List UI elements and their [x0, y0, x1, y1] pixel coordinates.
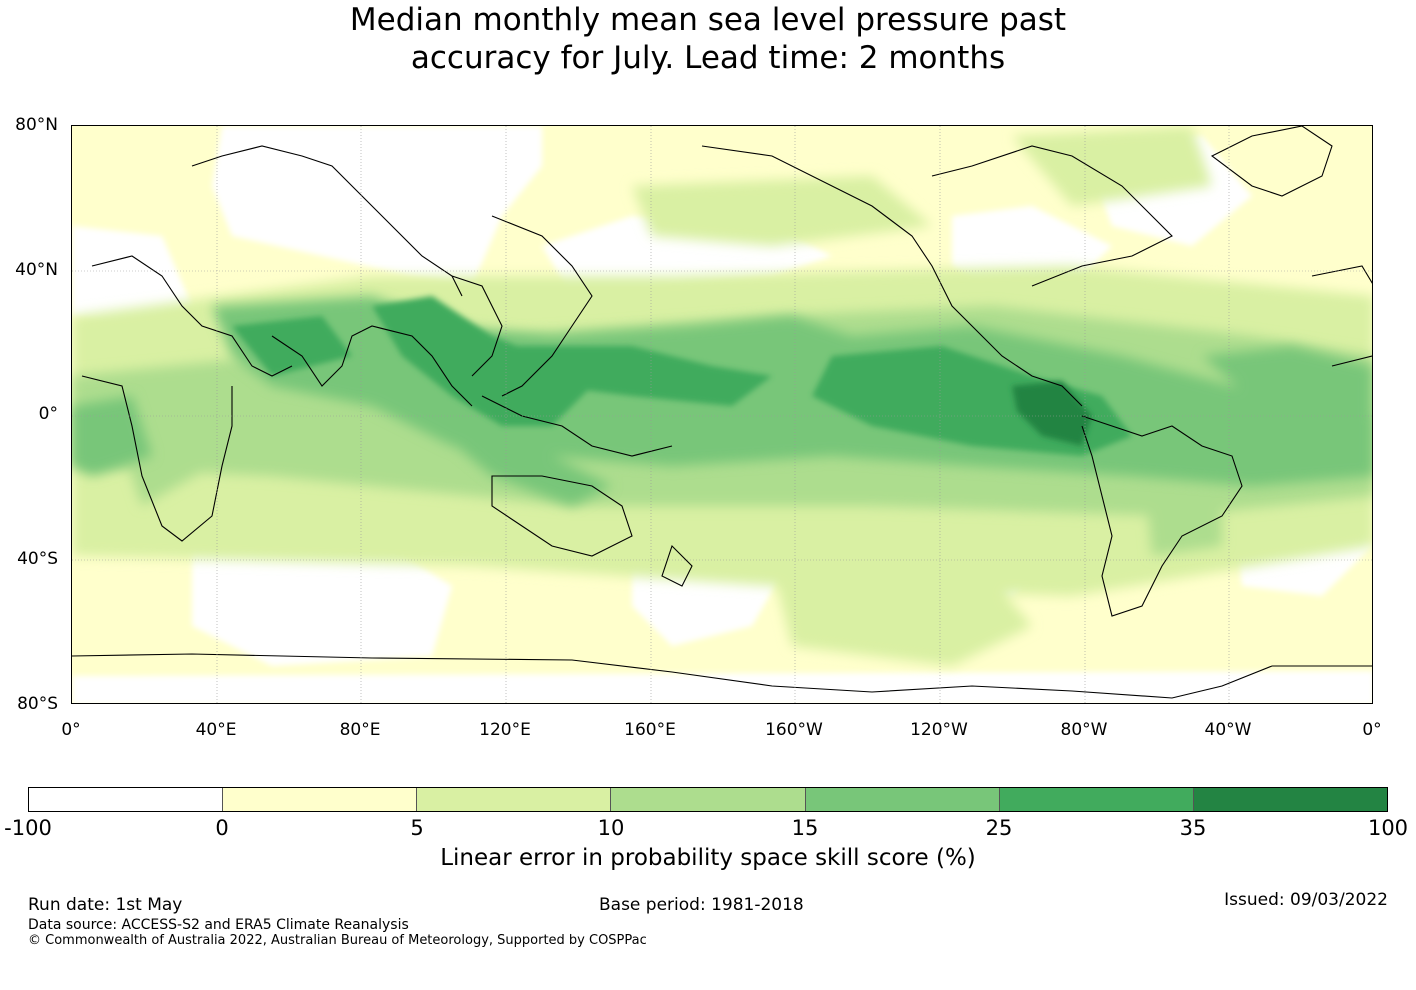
colorbar [28, 787, 1388, 812]
lon-label-0-west-edge: 0° [61, 720, 81, 740]
colorbar-label: Linear error in probability space skill … [440, 845, 976, 871]
base-period: Base period: 1981-2018 [599, 895, 804, 915]
lon-label-0-east-edge: 0° [1362, 720, 1382, 740]
colorbar-segment-7 [1193, 788, 1387, 811]
colorbar-segment-3 [417, 788, 612, 811]
lat-label-80n: 80°N [15, 115, 58, 135]
lon-label-120e: 120°E [479, 720, 531, 740]
colorbar-segment-5 [805, 788, 1000, 811]
copyright: © Commonwealth of Australia 2022, Austra… [28, 933, 647, 948]
colorbar-segment-1 [29, 788, 224, 811]
data-source: Data source: ACCESS-S2 and ERA5 Climate … [28, 917, 409, 933]
colorbar-tick-7: 35 [1179, 816, 1207, 840]
issued-date: Issued: 09/03/2022 [1224, 890, 1388, 910]
gridlines [72, 126, 1372, 703]
colorbar-segment-6 [999, 788, 1194, 811]
coastlines [72, 126, 1372, 699]
colorbar-tick-8: 100 [1367, 816, 1409, 840]
skill-35-100-regions [1012, 381, 1092, 446]
lon-label-80w: 80°W [1060, 720, 1108, 740]
lon-label-160w: 160°W [765, 720, 823, 740]
run-date: Run date: 1st May [28, 895, 183, 915]
lon-label-40e: 40°E [195, 720, 237, 740]
skill-score-map [71, 125, 1373, 704]
lat-label-80s: 80°S [17, 694, 58, 714]
colorbar-tick-3: 5 [410, 816, 424, 840]
lat-label-40n: 40°N [15, 260, 58, 280]
lon-label-160e: 160°E [624, 720, 676, 740]
colorbar-tick-4: 10 [597, 816, 625, 840]
colorbar-tick-5: 15 [791, 816, 819, 840]
colorbar-tick-1: -100 [4, 816, 52, 840]
colorbar-tick-6: 25 [985, 816, 1013, 840]
map-title-line-2: accuracy for July. Lead time: 2 months [410, 40, 1006, 76]
lon-label-80e: 80°E [339, 720, 381, 740]
colorbar-segment-2 [223, 788, 418, 811]
lon-label-120w: 120°W [910, 720, 968, 740]
lat-label-0: 0° [38, 404, 58, 424]
colorbar-tick-2: 0 [215, 816, 229, 840]
lon-label-40w: 40°W [1204, 720, 1252, 740]
lat-label-40s: 40°S [17, 549, 58, 569]
map-title-line-1: Median monthly mean sea level pressure p… [349, 2, 1067, 38]
map-canvas [72, 126, 1372, 703]
colorbar-segment-4 [611, 788, 806, 811]
